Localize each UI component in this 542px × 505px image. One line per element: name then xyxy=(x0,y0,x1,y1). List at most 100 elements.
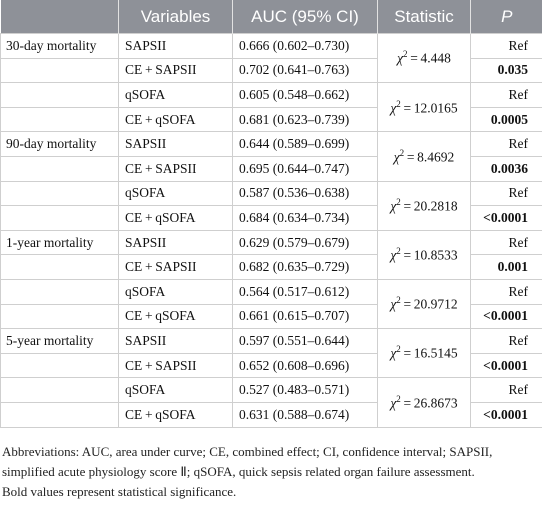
auc-cell: 0.564 (0.517–0.612) xyxy=(232,278,378,305)
variable-cell: CE + SAPSII xyxy=(118,155,233,182)
variable-cell: SAPSII xyxy=(118,131,233,157)
chi-superscript: 2 xyxy=(396,98,401,109)
statistic-cell: χ2 = 26.8673 xyxy=(377,377,471,428)
p-value-cell: 0.001 xyxy=(470,254,542,280)
variable-cell: SAPSII xyxy=(118,328,233,354)
statistic-value: 10.8533 xyxy=(413,247,458,263)
variable-cell: CE + SAPSII xyxy=(118,57,233,84)
table-row: 30-day mortality SAPSII 0.666 (0.602–0.730… xyxy=(0,32,542,84)
table-body: 30-day mortality SAPSII 0.666 (0.602–0.730… xyxy=(0,32,542,428)
auc-cell: 0.597 (0.551–0.644) xyxy=(232,328,378,354)
variable-cell: SAPSII xyxy=(118,229,233,256)
auc-cell: 0.644 (0.589–0.699) xyxy=(232,131,378,157)
statistic-cell: χ2 = 12.0165 xyxy=(377,82,471,133)
p-value-cell: Ref xyxy=(470,82,542,108)
table-row: CE + qSOFA 0.681 (0.623–0.739) 0.0005 xyxy=(0,106,542,133)
chi-superscript: 2 xyxy=(396,196,401,207)
auc-cell: 0.684 (0.634–0.734) xyxy=(232,205,378,231)
auc-cell: 0.661 (0.615–0.707) xyxy=(232,303,378,330)
chi-superscript: 2 xyxy=(396,393,401,404)
header-p: P xyxy=(470,0,542,34)
outcome-empty-cell xyxy=(0,205,119,231)
outcome-empty-cell xyxy=(0,181,119,207)
table-row: 1-year mortality SAPSII 0.629 (0.579–0.679… xyxy=(0,229,542,280)
statistic-value: 20.9712 xyxy=(413,296,458,312)
p-value-cell: 0.035 xyxy=(470,57,542,84)
statistic-value: 8.4692 xyxy=(417,149,455,165)
statistic-cell: χ2 = 20.9712 xyxy=(377,278,471,330)
chi-symbol: χ xyxy=(390,100,397,116)
variable-cell: qSOFA xyxy=(118,82,233,108)
table-row: qSOFA 0.564 (0.517–0.612) χ2 = 20.9712 Ref xyxy=(0,278,542,330)
p-value-cell: Ref xyxy=(470,180,542,207)
auc-cell: 0.695 (0.644–0.747) xyxy=(232,155,378,182)
p-value-cell: Ref xyxy=(470,33,542,59)
header-outcome xyxy=(0,0,119,34)
variable-cell: CE + qSOFA xyxy=(118,106,233,133)
p-value-cell: 0.0036 xyxy=(470,155,542,182)
footnote-abbreviations: Abbreviations: AUC, area under curve; CE… xyxy=(2,443,493,479)
outcome-empty-cell xyxy=(0,107,119,133)
outcome-empty-cell xyxy=(0,353,119,379)
statistic-value: 12.0165 xyxy=(413,100,458,116)
chi-symbol: χ xyxy=(390,247,397,263)
auc-cell: 0.652 (0.608–0.696) xyxy=(232,352,378,379)
statistic-cell: χ2 = 10.8533 xyxy=(377,229,471,280)
chi-superscript: 2 xyxy=(396,246,401,257)
variable-cell: qSOFA xyxy=(118,278,233,305)
chi-symbol: χ xyxy=(390,345,397,361)
table-row: CE + SAPSII 0.695 (0.644–0.747) 0.0036 xyxy=(0,155,542,182)
table-row: CE + qSOFA 0.661 (0.615–0.707) <0.0001 xyxy=(0,303,542,330)
p-value-cell: <0.0001 xyxy=(470,401,542,428)
variable-cell: CE + qSOFA xyxy=(118,205,233,231)
p-value-cell: <0.0001 xyxy=(470,352,542,379)
statistic-value: 4.448 xyxy=(420,50,451,66)
auc-cell: 0.605 (0.548–0.662) xyxy=(232,82,378,108)
chi-superscript: 2 xyxy=(399,147,405,158)
variable-cell: SAPSII xyxy=(118,33,233,59)
outcome-empty-cell xyxy=(0,279,119,305)
footnote-bold-note: Bold values represent statistical signif… xyxy=(2,483,237,499)
chi-symbol: χ xyxy=(390,395,397,411)
statistic-cell: χ2 = 16.5145 xyxy=(377,328,471,379)
chi-superscript: 2 xyxy=(396,295,401,306)
auc-cell: 0.682 (0.635–0.729) xyxy=(232,254,378,280)
chi-symbol: χ xyxy=(390,296,397,312)
auc-cell: 0.702 (0.641–0.763) xyxy=(232,57,378,84)
variable-cell: qSOFA xyxy=(118,377,233,403)
table-row: CE + SAPSII 0.652 (0.608–0.696) <0.0001 xyxy=(0,352,542,379)
outcome-empty-cell xyxy=(0,254,119,280)
p-value-cell: Ref xyxy=(470,229,542,256)
outcome-label: 1-year mortality xyxy=(0,229,119,256)
statistic-cell: χ2 = 4.448 xyxy=(377,32,471,84)
chi-superscript: 2 xyxy=(403,49,408,60)
table-footnote: Abbreviations: AUC, area under curve; CE… xyxy=(0,428,542,502)
p-value-cell: <0.0001 xyxy=(470,205,542,231)
statistic-cell: χ2 = 8.4692 xyxy=(377,131,471,182)
table-row: 90-day mortality SAPSII 0.644 (0.589–0.699… xyxy=(0,131,542,182)
p-value-cell: 0.0005 xyxy=(470,106,542,133)
statistic-value: 20.2818 xyxy=(413,198,458,214)
auc-cell: 0.681 (0.623–0.739) xyxy=(232,106,378,133)
outcome-label: 90-day mortality xyxy=(0,131,119,157)
table-row: CE + qSOFA 0.631 (0.588–0.674) <0.0001 xyxy=(0,401,542,428)
table-row: qSOFA 0.527 (0.483–0.571) χ2 = 26.8673 Ref xyxy=(0,377,542,428)
header-statistic: Statistic xyxy=(377,0,471,34)
chi-superscript: 2 xyxy=(396,344,401,355)
header-variables: Variables xyxy=(118,0,233,34)
outcome-empty-cell xyxy=(0,377,119,403)
variable-cell: CE + SAPSII xyxy=(118,254,233,280)
table-row: qSOFA 0.605 (0.548–0.662) χ2 = 12.0165 Ref xyxy=(0,82,542,133)
variable-cell: CE + SAPSII xyxy=(118,352,233,379)
auc-cell: 0.527 (0.483–0.571) xyxy=(232,377,378,403)
p-value-cell: Ref xyxy=(470,278,542,305)
statistic-cell: χ2 = 20.2818 xyxy=(377,180,471,231)
chi-symbol: χ xyxy=(390,198,397,214)
auc-cell: 0.587 (0.536–0.638) xyxy=(232,180,378,207)
variable-cell: CE + qSOFA xyxy=(118,401,233,428)
chi-symbol: χ xyxy=(397,50,404,66)
table-row: qSOFA 0.587 (0.536–0.638) χ2 = 20.2818 Ref xyxy=(0,180,542,231)
variable-cell: qSOFA xyxy=(118,180,233,207)
header-auc: AUC (95% CI) xyxy=(232,0,378,34)
outcome-label: 30-day mortality xyxy=(0,33,119,59)
